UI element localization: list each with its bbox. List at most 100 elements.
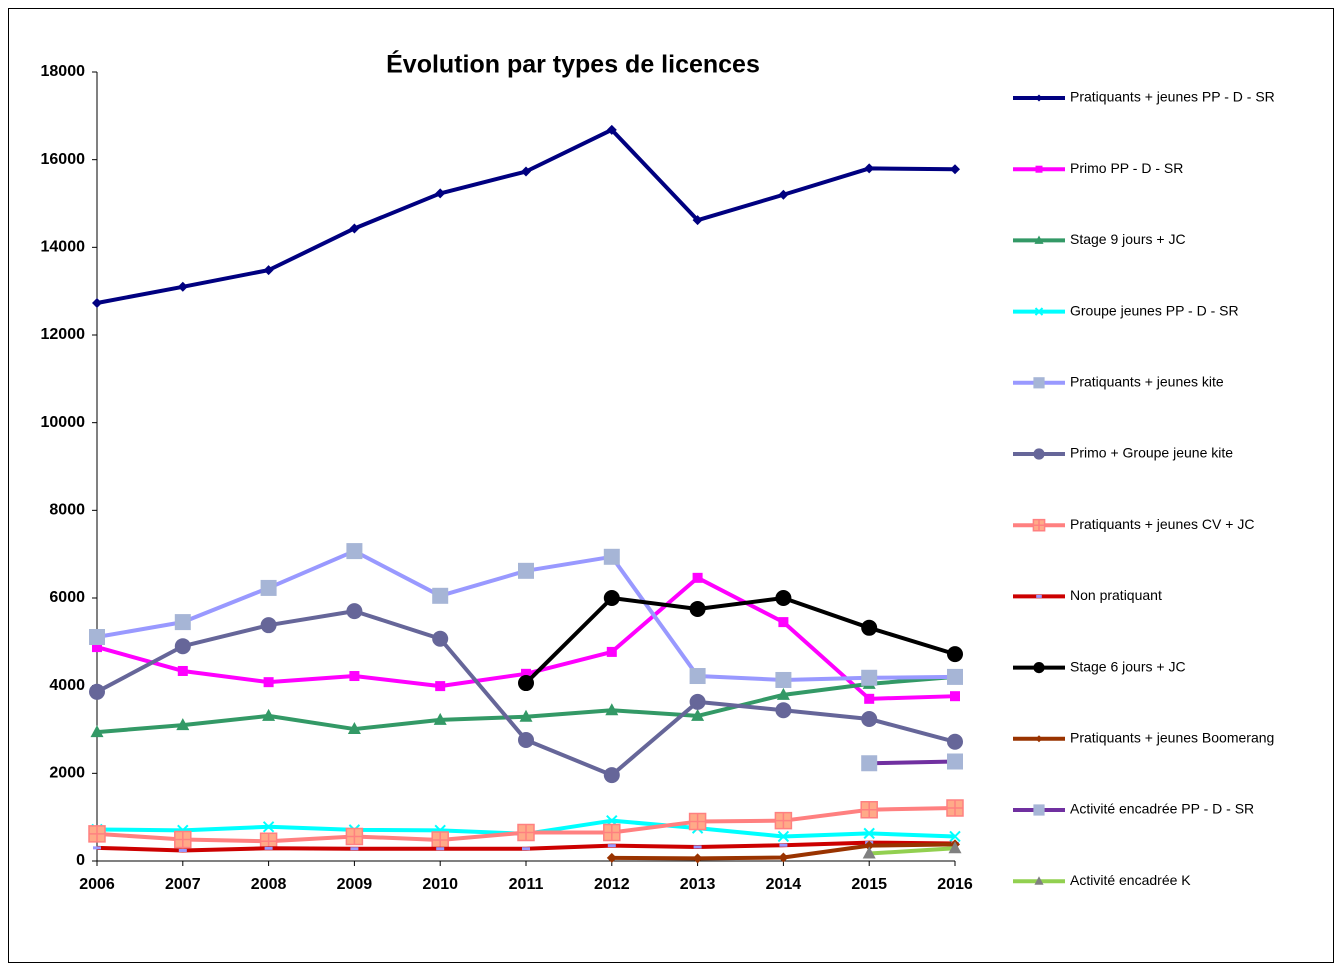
marker — [692, 572, 703, 583]
marker — [521, 668, 531, 679]
marker — [345, 827, 364, 846]
y-tick-label: 6000 — [49, 589, 85, 606]
marker — [861, 710, 878, 727]
series-line — [869, 759, 956, 766]
x-tick-label: 2007 — [165, 876, 201, 893]
marker — [349, 223, 360, 234]
marker — [691, 708, 705, 721]
y-tick-label: 10000 — [41, 414, 86, 431]
marker — [1033, 448, 1045, 460]
legend-label: Pratiquants + jeunes kite — [1070, 374, 1224, 390]
marker — [178, 848, 187, 852]
marker — [688, 812, 707, 831]
y-tick-label: 16000 — [41, 151, 86, 168]
series-line — [869, 846, 956, 856]
x-tick-label: 2011 — [509, 876, 544, 893]
marker — [1034, 307, 1044, 316]
marker — [950, 164, 960, 175]
marker — [946, 799, 964, 817]
marker — [1034, 876, 1044, 885]
marker — [603, 548, 620, 565]
marker — [689, 600, 706, 617]
legend-label: Primo PP - D - SR — [1070, 160, 1183, 176]
marker — [776, 687, 790, 700]
marker — [432, 587, 449, 604]
legend-label: Groupe jeunes PP - D - SR — [1070, 302, 1239, 318]
x-tick-label: 2009 — [337, 876, 373, 893]
marker — [1033, 804, 1045, 816]
marker — [346, 603, 363, 620]
marker — [693, 845, 702, 849]
marker — [263, 265, 274, 276]
marker — [689, 668, 706, 685]
marker — [435, 681, 446, 692]
x-tick-label: 2010 — [422, 876, 458, 893]
marker — [90, 725, 104, 738]
marker — [947, 668, 963, 685]
marker — [1035, 735, 1043, 743]
marker — [262, 821, 275, 833]
x-tick-label: 2016 — [937, 876, 973, 893]
marker — [779, 843, 788, 847]
marker — [264, 846, 273, 850]
marker — [431, 831, 449, 849]
marker — [1035, 165, 1043, 173]
y-tick-label: 2000 — [49, 765, 85, 782]
marker — [436, 847, 445, 851]
marker — [775, 590, 792, 606]
chart-frame — [8, 8, 1334, 963]
marker — [778, 617, 789, 628]
marker — [777, 830, 790, 843]
marker — [518, 732, 534, 749]
marker — [1032, 518, 1046, 532]
marker — [260, 617, 277, 634]
marker — [860, 800, 878, 819]
x-tick-label: 2012 — [594, 876, 630, 893]
marker — [864, 163, 875, 174]
marker — [861, 755, 878, 772]
marker — [518, 675, 534, 692]
marker — [176, 718, 190, 731]
marker — [1034, 235, 1044, 244]
marker — [92, 298, 102, 309]
marker — [603, 590, 620, 606]
legend-label: Pratiquants + jeunes CV + JC — [1070, 516, 1254, 532]
marker — [948, 841, 962, 854]
marker — [1033, 377, 1045, 389]
chart-title: Évolution par types de licences — [386, 50, 760, 79]
marker — [93, 846, 101, 850]
marker — [174, 614, 191, 631]
x-tick-label: 2006 — [79, 876, 115, 893]
marker — [862, 846, 876, 859]
legend-label: Pratiquants + jeunes PP - D - SR — [1070, 89, 1275, 105]
legend-label: Non pratiquant — [1070, 587, 1162, 603]
marker — [950, 691, 960, 702]
legend-label: Activité encadrée K — [1070, 872, 1191, 888]
marker — [864, 840, 875, 851]
marker — [432, 630, 449, 647]
marker — [861, 669, 878, 686]
marker — [433, 712, 447, 725]
marker — [177, 665, 188, 676]
legend-label: Stage 6 jours + JC — [1070, 658, 1186, 674]
marker — [947, 646, 963, 663]
marker — [606, 852, 617, 863]
x-tick-label: 2008 — [251, 876, 287, 893]
marker — [88, 825, 106, 843]
x-tick-label: 2013 — [680, 876, 716, 893]
y-tick-label: 12000 — [41, 326, 86, 343]
marker — [521, 166, 531, 177]
marker — [519, 709, 533, 722]
marker — [863, 827, 875, 840]
marker — [861, 619, 878, 636]
marker — [263, 677, 274, 688]
marker — [603, 823, 621, 842]
marker — [518, 562, 534, 579]
marker — [606, 124, 617, 135]
marker — [92, 642, 102, 653]
marker — [522, 847, 530, 851]
marker — [774, 811, 793, 830]
marker — [606, 646, 617, 657]
marker — [949, 830, 961, 843]
